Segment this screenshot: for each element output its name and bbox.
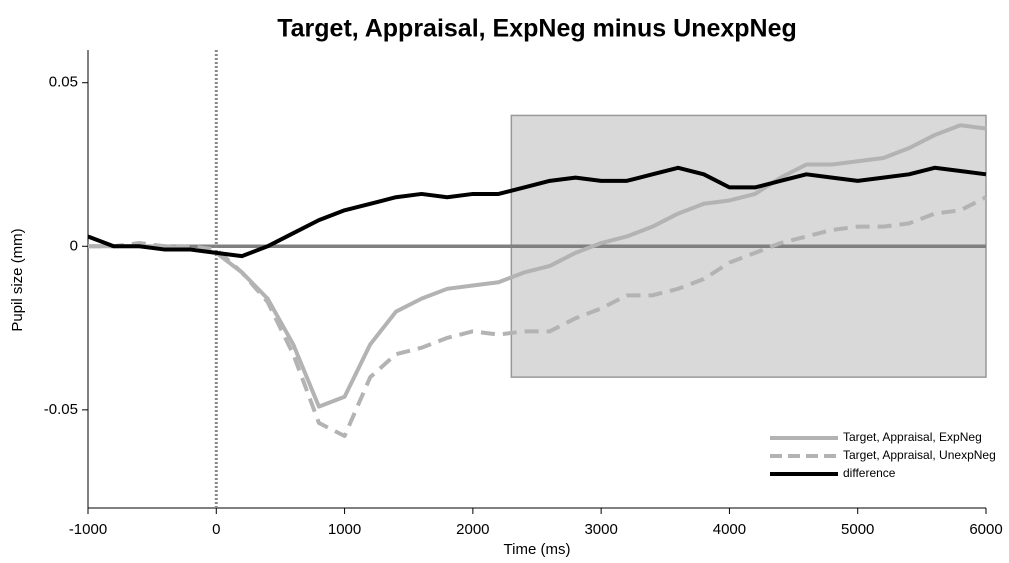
y-tick-label: -0.05 [44,401,78,418]
line-series [87,165,987,259]
legend-label: difference [843,466,896,480]
y-axis-label: Pupil size (mm) [9,228,26,331]
y-tick-label: 0.05 [49,74,78,91]
x-tick-label: 2000 [456,521,489,538]
chart-title: Target, Appraisal, ExpNeg minus UnexpNeg [277,15,797,43]
x-tick-label: 6000 [969,521,1002,538]
x-tick-label: 3000 [584,521,617,538]
y-tick-label: 0 [70,237,78,254]
line-series [88,195,987,439]
legend-label: Target, Appraisal, ExpNeg [843,430,982,444]
x-tick-label: 1000 [328,521,361,538]
x-tick-label: 0 [212,521,220,538]
x-tick-label: 4000 [713,521,746,538]
x-tick-label: 5000 [841,521,874,538]
x-tick-label: -1000 [69,521,107,538]
legend-label: Target, Appraisal, UnexpNeg [843,448,996,462]
x-axis-label: Time (ms) [504,541,571,558]
